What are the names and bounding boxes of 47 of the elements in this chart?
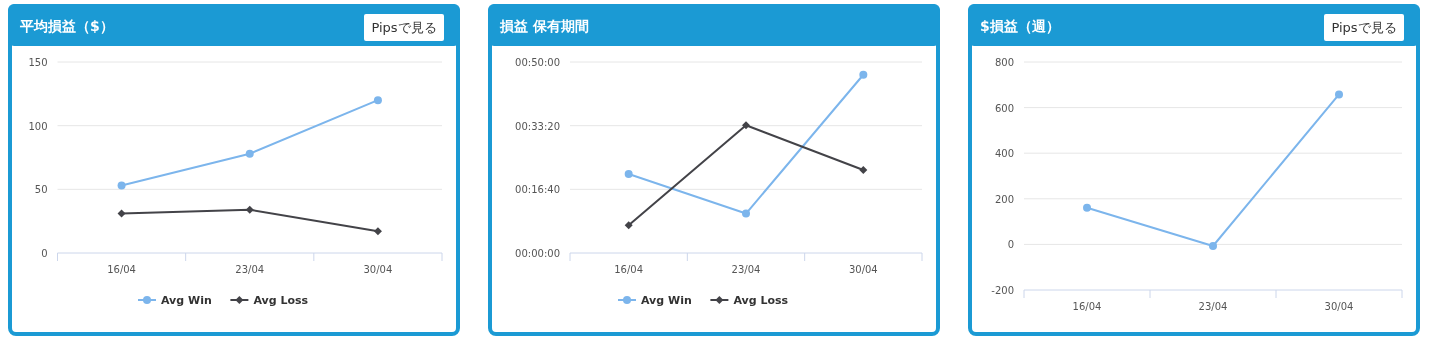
x-tick-label: 30/04 [363,264,393,275]
y-tick-label: 00:16:40 [515,184,560,196]
y-tick-label: 400 [994,148,1014,160]
y-tick-label: 100 [28,120,48,132]
point [1083,203,1091,212]
chart-title: 損益 保有期間 [499,18,589,34]
point [859,166,868,175]
point [117,209,126,218]
x-tick-label: 16/04 [1072,301,1102,312]
y-tick-label: 50 [34,184,48,196]
y-tick-label: 600 [994,102,1014,114]
legend-label: Avg Win [161,294,212,307]
point [859,70,868,79]
x-tick-label: 30/04 [848,264,878,275]
x-tick-label: 23/04 [1198,301,1228,312]
text: Pipsで見る [371,20,437,35]
x-tick-label: 30/04 [1324,301,1354,312]
y-tick-label: 150 [28,57,48,68]
chart-title: 平均損益（$） [19,18,114,34]
x-tick-label: 23/04 [731,264,761,275]
point [373,96,382,105]
y-tick-label: 0 [41,248,48,259]
point [1335,90,1343,99]
text: Pipsで見る [1331,20,1397,35]
y-tick-label: 00:33:20 [515,120,560,132]
point [624,221,633,230]
y-tick-label: 00:50:00 [515,57,560,68]
x-tick-label: 23/04 [235,264,265,275]
y-tick-label: 200 [994,193,1014,205]
point [742,209,750,218]
x-tick-label: 16/04 [614,264,644,275]
point [624,170,633,179]
point [245,205,254,214]
point [117,181,126,190]
y-tick-label: 0 [1007,239,1014,251]
legend-label: Avg Win [641,294,692,307]
y-tick-label: 00:00:00 [515,248,560,259]
y-tick-label: -200 [991,285,1014,296]
point [742,121,750,130]
legend-label: Avg Loss [253,294,309,307]
x-tick-label: 16/04 [107,264,136,275]
chart-title: $損益（週） [980,18,1060,34]
point [373,227,382,236]
point [245,149,254,158]
legend-label: Avg Loss [733,294,789,307]
point [1209,242,1217,250]
y-tick-label: 800 [994,57,1014,68]
